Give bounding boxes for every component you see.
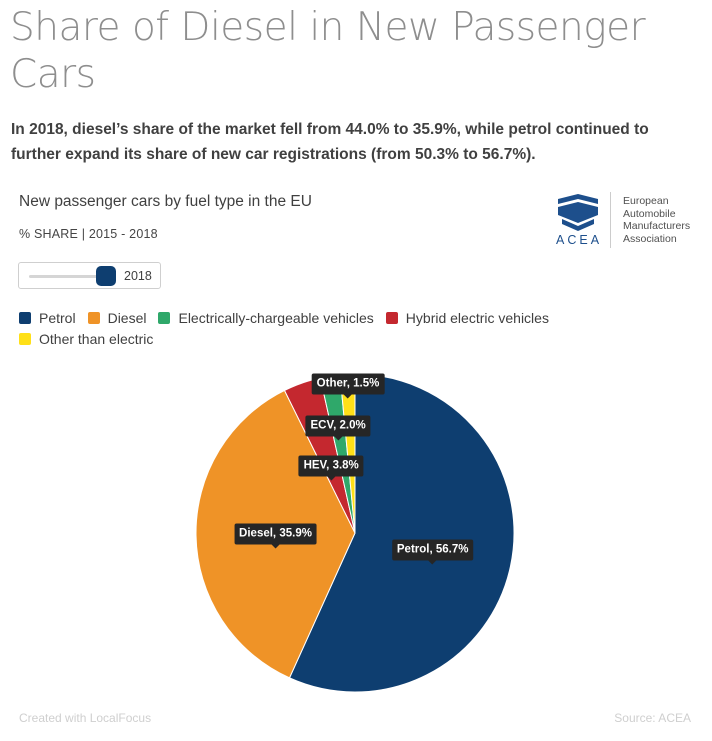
logo-divider (610, 192, 611, 248)
slider-value-label: 2018 (124, 269, 152, 283)
legend-item-ecv[interactable]: Electrically-chargeable vehicles (158, 310, 374, 326)
legend-label: Other than electric (39, 331, 154, 347)
data-label-electrically-chargeable-vehicles: ECV, 2.0% (305, 415, 371, 441)
legend-label: Petrol (39, 310, 76, 326)
logo-org-line: Automobile (623, 207, 676, 220)
chart-legend: Petrol Diesel Electrically-chargeable vehi… (19, 310, 579, 352)
logo-org-name: European Automobile Manufacturers Associ… (623, 195, 690, 245)
legend-item-diesel[interactable]: Diesel (87, 310, 147, 326)
footer-credit: Created with LocalFocus (19, 711, 152, 725)
chart-title: New passenger cars by fuel type in the E… (19, 193, 312, 210)
legend-row: Other than electric (19, 331, 579, 352)
data-label-hybrid-electric-vehicles: HEV, 3.8% (298, 455, 364, 480)
legend-swatch (87, 312, 100, 324)
pie-slice-petrol[interactable] (288, 373, 515, 693)
footer-source: Source: ACEA (614, 711, 691, 725)
legend-swatch (19, 312, 31, 324)
legend-item-petrol[interactable]: Petrol (19, 310, 76, 326)
page-title: Share of Diesel in New Passenger Cars (10, 5, 646, 97)
slider-handle[interactable] (96, 266, 116, 286)
slider-track[interactable] (29, 275, 111, 278)
legend-label: Electrically-chargeable vehicles (178, 310, 374, 326)
year-slider[interactable]: 2018 (18, 262, 161, 289)
acea-emblem-icon (558, 194, 598, 231)
legend-label: Hybrid electric vehicles (405, 310, 549, 326)
data-label-petrol: Petrol, 56.7% (391, 539, 474, 565)
chart-unit-label: % SHARE | 2015 - 2018 (19, 227, 158, 241)
logo-org-line: European (623, 195, 669, 207)
legend-item-hev[interactable]: Hybrid electric vehicles (385, 310, 549, 326)
logo-org-line: Manufacturers (623, 220, 691, 232)
logo-acronym: ACEA (556, 233, 603, 247)
legend-label: Diesel (107, 310, 147, 326)
legend-swatch (158, 312, 171, 324)
legend-swatch (19, 333, 31, 345)
data-label-diesel: Diesel, 35.9% (234, 523, 317, 549)
legend-row: Petrol Diesel Electrically-chargeable vehi… (19, 310, 579, 331)
page-subtitle: In 2018, diesel’s share of the market fe… (11, 121, 649, 163)
logo-org-line: Association (623, 232, 677, 245)
legend-item-other[interactable]: Other than electric (19, 331, 153, 347)
data-label-other-than-electric: Other, 1.5% (311, 373, 385, 399)
acea-logo: ACEA European Automobile Manufacturers A… (556, 190, 706, 250)
legend-swatch (385, 312, 398, 324)
